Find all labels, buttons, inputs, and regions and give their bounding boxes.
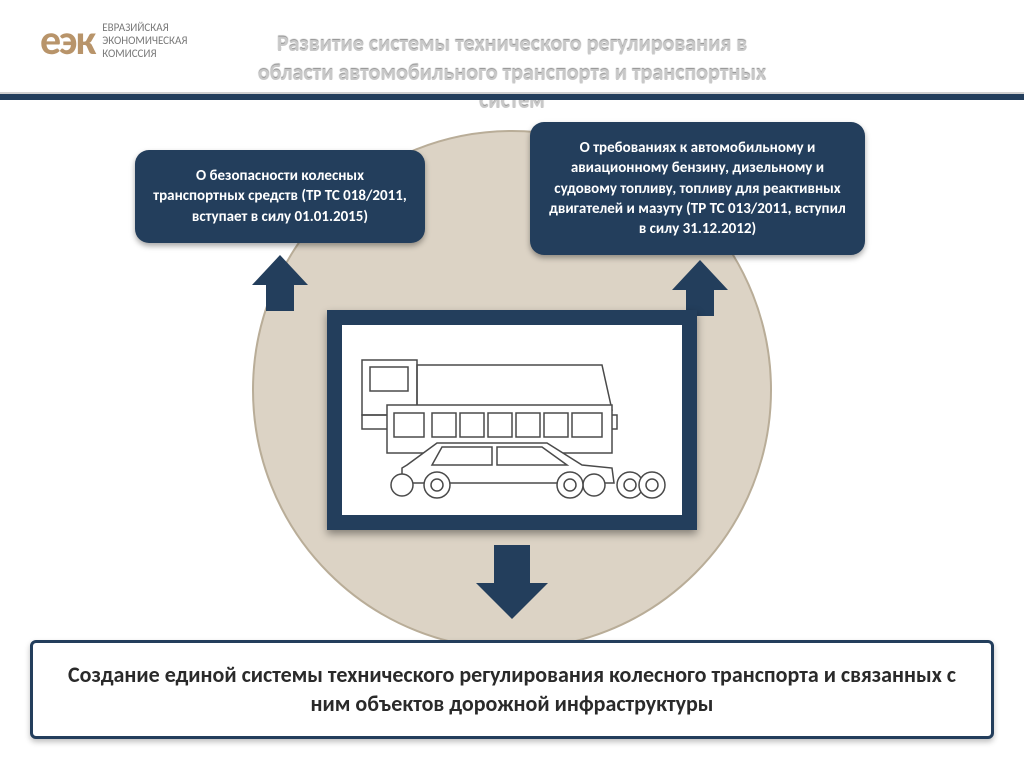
diagram-canvas: О безопасности колесных транспортных сре… [0, 100, 1024, 767]
vehicle-frame [327, 310, 697, 530]
logo-line2: экономическая [102, 34, 187, 47]
pill-regulation-right: О требованиях к автомобильному и авиацио… [530, 122, 865, 255]
bottom-conclusion-box: Создание единой системы технического рег… [30, 640, 994, 739]
logo-line3: комиссия [102, 47, 187, 60]
pill-regulation-left: О безопасности колесных транспортных сре… [135, 150, 425, 243]
logo-text: ЕВРАЗИЙСКАЯ экономическая комиссия [102, 21, 187, 61]
logo-line1: ЕВРАЗИЙСКАЯ [102, 21, 187, 34]
logo: еэк ЕВРАЗИЙСКАЯ экономическая комиссия [40, 15, 187, 66]
header-divider [0, 92, 1024, 100]
vehicle-inner [342, 325, 682, 515]
slide-header: еэк ЕВРАЗИЙСКАЯ экономическая комиссия Р… [0, 0, 1024, 100]
vehicles-icon [352, 335, 672, 505]
logo-mark: еэк [40, 15, 94, 66]
